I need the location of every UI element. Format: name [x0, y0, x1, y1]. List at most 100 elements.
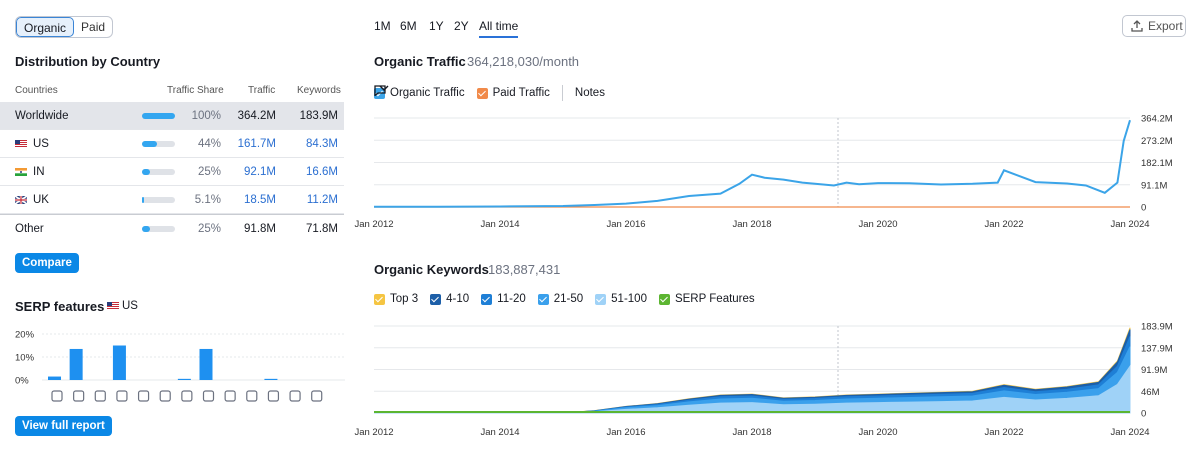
legend-label: Top 3 [390, 293, 419, 305]
serp-bar [264, 378, 278, 380]
serp-ytick-label: 10% [15, 353, 35, 364]
us-flag-icon [15, 140, 27, 148]
legend-paid-traffic[interactable]: Paid Traffic [476, 87, 550, 99]
checkbox-icon [481, 293, 493, 305]
legend-51-100[interactable]: 51-100 [595, 293, 647, 305]
traffic-link[interactable]: 18.5M [244, 194, 276, 206]
keywords-legend: Top 3 4-10 11-20 21-50 51-100 SERP Featu… [374, 293, 767, 305]
video-carousel-icon [159, 390, 171, 402]
serp-bar [69, 348, 83, 380]
share-bar [142, 226, 175, 232]
legend-label: 21-50 [553, 293, 584, 305]
table-row[interactable]: Worldwide 100% 364.2M 183.9M [0, 102, 344, 130]
traffic-ytick-label: 364.2M [1141, 114, 1173, 125]
legend-4-10[interactable]: 4-10 [430, 293, 469, 305]
traffic-ytick-label: 182.1M [1141, 158, 1173, 169]
link-icon [73, 390, 85, 402]
graduation-cap-icon-shape [246, 390, 258, 402]
organic-paid-toggle: Organic Paid [15, 16, 114, 38]
location-icon [224, 390, 236, 402]
traffic-link[interactable]: 161.7M [237, 138, 276, 150]
traffic-xtick-label: Jan 2014 [480, 219, 519, 230]
legend-top-3[interactable]: Top 3 [374, 293, 418, 305]
jobs-icon [289, 390, 301, 402]
table-row[interactable]: IN 25% 92.1M 16.6M [0, 158, 344, 186]
traffic-value: 364.2M [237, 110, 276, 122]
traffic-link[interactable]: 92.1M [244, 166, 276, 178]
period-6m[interactable]: 6M [400, 19, 417, 33]
organic-keywords-title: Organic Keywords [374, 262, 489, 277]
top-3-area [374, 327, 1131, 414]
checkbox-icon [595, 293, 607, 305]
video-icon-shape [137, 390, 150, 402]
period-2y[interactable]: 2Y [454, 19, 469, 33]
keywords-xtick-label: Jan 2012 [354, 427, 393, 438]
keywords-link[interactable]: 11.2M [306, 194, 338, 206]
toggle-paid[interactable]: Paid [81, 20, 106, 34]
serp-ytick-label: 20% [15, 330, 35, 341]
jobs-icon-shape [289, 390, 301, 402]
share-bar [142, 141, 175, 147]
local-pack-icon [51, 390, 63, 402]
star-icon [94, 390, 106, 402]
country-name: IN [33, 166, 45, 178]
legend-21-50[interactable]: 21-50 [537, 293, 584, 305]
organic-traffic-title: Organic Traffic [374, 54, 466, 69]
share-value: 25% [197, 223, 221, 235]
legend-label: 51-100 [611, 293, 647, 305]
play-icon [181, 390, 193, 402]
traffic-xtick-label: Jan 2016 [606, 219, 645, 230]
news-icon [267, 390, 280, 402]
keywords-ytick-label: 46M [1141, 387, 1160, 398]
compare-button[interactable]: Compare [15, 253, 79, 273]
period-1m[interactable]: 1M [374, 19, 391, 33]
country-table: Worldwide 100% 364.2M 183.9M US 44% 161.… [0, 102, 344, 242]
notes-label: Notes [574, 87, 605, 99]
checkbox-icon [430, 293, 442, 305]
serp-bar [177, 378, 191, 380]
share-bar [142, 169, 175, 175]
view-full-report-button[interactable]: View full report [15, 416, 112, 436]
keywords-xtick-label: Jan 2018 [732, 427, 771, 438]
traffic-ytick-label: 0 [1141, 203, 1146, 214]
video-icon [137, 390, 150, 402]
organic-traffic-value: 364,218,030/month [467, 54, 580, 69]
keywords-value: 71.8M [306, 223, 338, 235]
share-value: 44% [197, 138, 221, 150]
legend-serp-features[interactable]: SERP Features [658, 293, 755, 305]
period-all-time[interactable]: All time [479, 19, 519, 38]
keywords-value: 183.9M [299, 110, 338, 122]
country-name: UK [33, 194, 49, 206]
share-bar [142, 113, 175, 119]
serp-bar [199, 348, 213, 380]
checkbox-icon [658, 293, 670, 305]
table-row[interactable]: US 44% 161.7M 84.3M [0, 130, 344, 158]
header-traffic-share: Traffic Share [167, 85, 224, 96]
us-flag-icon [107, 302, 119, 310]
share-bar-fill [142, 226, 151, 232]
table-row[interactable]: UK 5.1% 18.5M 11.2M [0, 186, 344, 214]
traffic-xtick-label: Jan 2022 [984, 219, 1023, 230]
checkbox-icon [374, 293, 385, 305]
legend-label: Paid Traffic [492, 87, 550, 99]
notes-icon [374, 85, 386, 96]
legend-label: 4-10 [446, 293, 470, 305]
share-bar-fill [142, 197, 144, 203]
legend-11-20[interactable]: 11-20 [481, 293, 526, 305]
export-button[interactable]: Export [1122, 15, 1186, 37]
keywords-xtick-label: Jan 2014 [480, 427, 519, 438]
checkbox-icon [537, 293, 549, 305]
rank-51-100-area [374, 364, 1131, 414]
legend-label: SERP Features [674, 293, 755, 305]
divider [561, 85, 563, 101]
keywords-link[interactable]: 16.6M [306, 166, 338, 178]
share-bar-fill [142, 141, 157, 147]
notes-dropdown[interactable]: Notes [374, 85, 605, 99]
reviews-icon-shape [202, 390, 215, 402]
toggle-organic[interactable]: Organic [16, 17, 75, 37]
left-panel: Organic Paid Distribution by Country Cou… [0, 0, 350, 450]
legend-label: 11-20 [497, 293, 526, 305]
keywords-link[interactable]: 84.3M [306, 138, 338, 150]
organic-keywords-value: 183,887,431 [488, 262, 561, 277]
period-1y[interactable]: 1Y [429, 19, 444, 33]
